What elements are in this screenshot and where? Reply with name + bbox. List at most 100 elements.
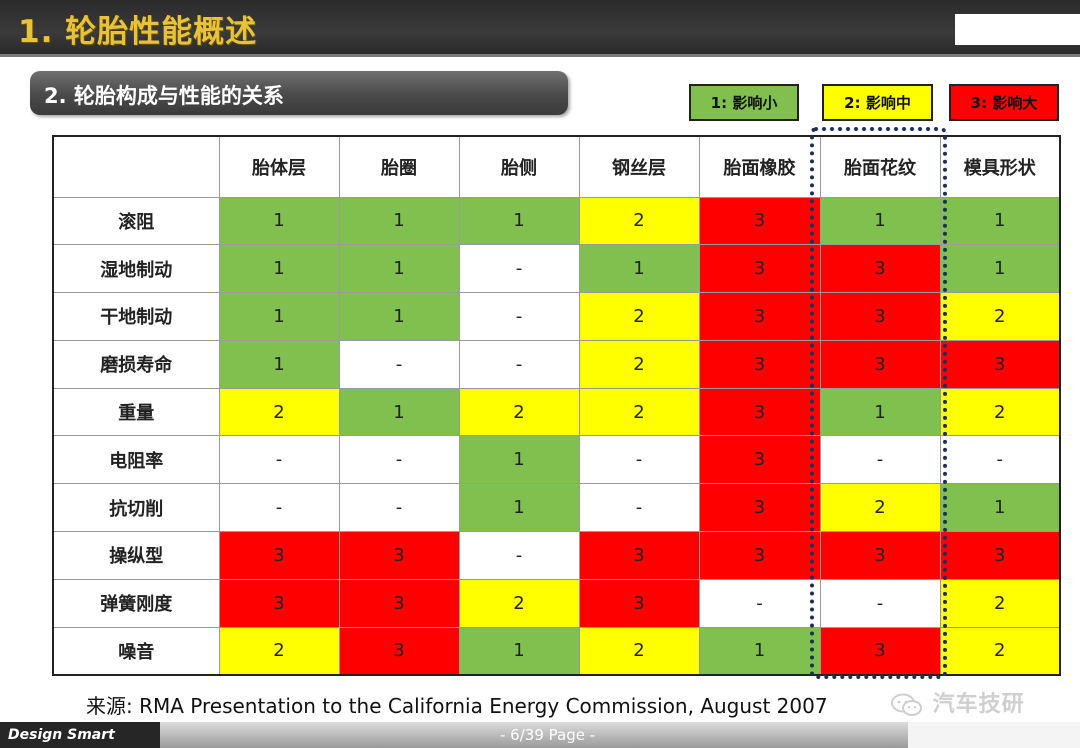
page-number: - 6/39 Page - (500, 726, 596, 744)
impact-cell: 2 (939, 387, 1061, 437)
table-row: 干地制动 1 1-2 3 3 2 (52, 292, 1061, 341)
impact-cell: 1 (458, 196, 580, 246)
footer-right-area (908, 722, 1080, 748)
impact-cell: 3 (698, 196, 821, 246)
table-row: 操纵型 3 3-3 3 3 3 (52, 531, 1061, 580)
impact-cell: 2 (458, 578, 580, 628)
row-label: 弹簧刚度 (52, 578, 220, 628)
legend-high-label: 3: 影响大 (970, 94, 1038, 112)
impact-cell: 3 (698, 531, 821, 580)
impact-cell: 2 (578, 292, 700, 341)
impact-cell: - (819, 435, 941, 485)
row-label: 噪音 (52, 626, 220, 676)
impact-cell: 1 (338, 196, 460, 246)
impact-cell: 2 (578, 387, 700, 437)
footer-brand: Design Smart (0, 722, 160, 748)
impact-cell: - (698, 578, 821, 628)
watermark: 汽车技研 (890, 686, 1025, 718)
row-label: 操纵型 (52, 531, 220, 580)
watermark-text: 汽车技研 (932, 692, 1025, 717)
header-logo-area (955, 14, 1080, 45)
impact-cell: 1 (819, 196, 941, 246)
legend-high: 3: 影响大 (949, 84, 1059, 121)
legend-medium-label: 2: 影响中 (844, 94, 911, 112)
impact-cell: 2 (218, 387, 340, 437)
impact-cell: 3 (218, 578, 340, 628)
impact-cell: 1 (578, 244, 700, 294)
column-header: 胎侧 (458, 135, 580, 198)
impact-cell: 1 (218, 196, 340, 246)
impact-cell: - (338, 435, 460, 485)
row-label: 抗切削 (52, 483, 220, 533)
impact-cell: - (218, 483, 340, 533)
impact-cell: - (458, 292, 580, 341)
impact-cell: - (338, 339, 460, 389)
impact-cell: - (939, 435, 1061, 485)
impact-cell: 2 (578, 626, 700, 676)
impact-cell: - (218, 435, 340, 485)
impact-cell: 3 (819, 626, 941, 676)
row-label: 干地制动 (52, 292, 220, 341)
column-header: 模具形状 (939, 135, 1061, 198)
row-label: 磨损寿命 (52, 339, 220, 389)
legend-low: 1: 影响小 (689, 84, 799, 121)
impact-cell: 1 (338, 292, 460, 341)
impact-cell: 2 (939, 626, 1061, 676)
impact-cell: 3 (698, 435, 821, 485)
impact-cell: 3 (819, 339, 941, 389)
impact-cell: 3 (819, 244, 941, 294)
impact-cell: 1 (819, 387, 941, 437)
column-header: 胎圈 (338, 135, 460, 198)
impact-cell: 1 (698, 626, 821, 676)
impact-cell: 3 (698, 292, 821, 341)
impact-cell: 3 (578, 578, 700, 628)
table-row: 抗切削 - -1-3 2 1 (52, 483, 1061, 533)
impact-cell: 3 (338, 626, 460, 676)
section-subtitle: 2. 轮胎构成与性能的关系 (30, 71, 568, 115)
column-header: 胎体层 (218, 135, 340, 198)
impact-cell: - (578, 483, 700, 533)
impact-cell: - (338, 483, 460, 533)
impact-cell: 3 (939, 339, 1061, 389)
impact-cell: 1 (939, 483, 1061, 533)
wechat-icon (890, 693, 924, 717)
legend-medium: 2: 影响中 (822, 84, 933, 121)
impact-cell: 2 (939, 292, 1061, 341)
table-row: 滚阻 1 1 1 2 3 1 1 (52, 196, 1061, 246)
impact-cell: 1 (939, 244, 1061, 294)
impact-cell: 3 (338, 531, 460, 580)
row-label: 电阻率 (52, 435, 220, 485)
header-bar: 1. 轮胎性能概述 (0, 0, 1080, 54)
impact-cell: 2 (578, 196, 700, 246)
impact-cell: 2 (218, 626, 340, 676)
impact-cell: 1 (458, 483, 580, 533)
impact-cell: 3 (338, 578, 460, 628)
impact-cell: - (458, 531, 580, 580)
impact-cell: 2 (458, 387, 580, 437)
impact-cell: 1 (218, 292, 340, 341)
column-header: 胎面花纹 (819, 135, 941, 198)
impact-cell: - (578, 435, 700, 485)
impact-cell: 3 (698, 244, 821, 294)
tire-performance-matrix: 胎体层 胎圈 胎侧 钢丝层 胎面橡胶 胎面花纹 模具形状 滚阻 1 1 1 2 3 1 1 湿地… (52, 135, 1061, 676)
impact-cell: 3 (578, 531, 700, 580)
impact-cell: 1 (218, 339, 340, 389)
impact-cell: 3 (819, 292, 941, 341)
section-subtitle-text: 2. 轮胎构成与性能的关系 (44, 84, 284, 108)
impact-cell: 1 (458, 435, 580, 485)
source-note: 来源: RMA Presentation to the California E… (86, 694, 828, 718)
table-row: 弹簧刚度 3 3 2 3- -2 (52, 578, 1061, 628)
table-row: 噪音 2 3 1 2 1 3 2 (52, 626, 1061, 676)
impact-cell: 1 (338, 244, 460, 294)
page-title: 1. 轮胎性能概述 (18, 14, 258, 50)
column-header: 胎面橡胶 (698, 135, 821, 198)
impact-cell: - (458, 244, 580, 294)
footer-bar (0, 722, 1080, 748)
impact-cell: 3 (698, 483, 821, 533)
table-row: 电阻率 - -1-3- - (52, 435, 1061, 485)
impact-cell: 3 (698, 387, 821, 437)
impact-cell: 2 (939, 578, 1061, 628)
column-header: 钢丝层 (578, 135, 700, 198)
table-row: 磨损寿命 1- -2 3 3 3 (52, 339, 1061, 389)
impact-cell: 1 (939, 196, 1061, 246)
